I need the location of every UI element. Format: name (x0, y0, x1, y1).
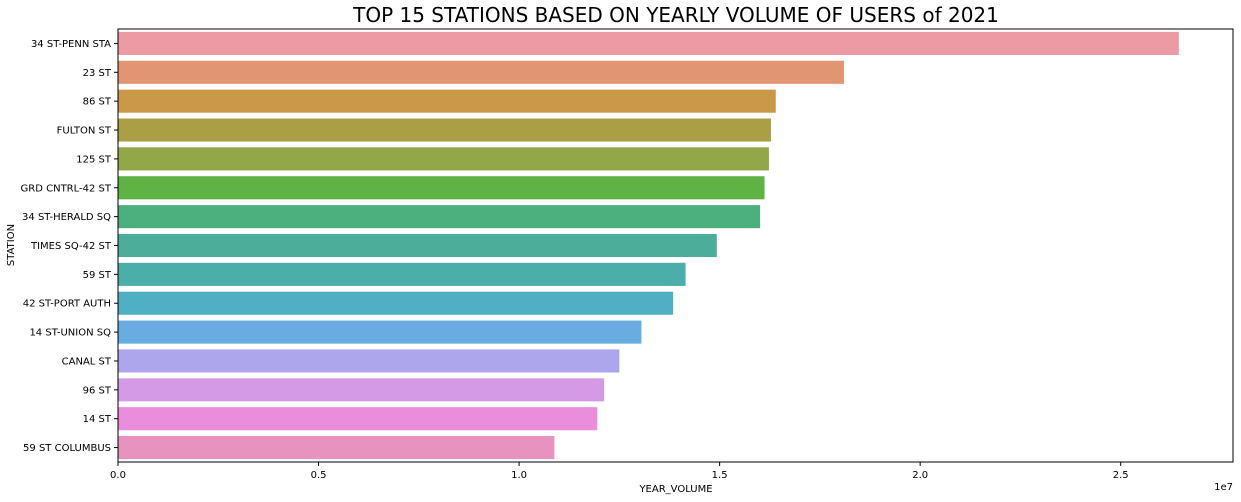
y-tick-label: 23 ST (83, 68, 112, 79)
bar-96-st (118, 378, 605, 402)
x-tick-label: 2.0 (912, 470, 928, 481)
y-tick-label: 34 ST-HERALD SQ (22, 212, 111, 223)
x-tick-label: 1.5 (712, 470, 728, 481)
bar-86-st (118, 89, 776, 113)
y-tick-label: 34 ST-PENN STA (31, 39, 111, 50)
bar-14-st-union-sq (118, 320, 642, 344)
x-tick-label: 0.5 (311, 470, 327, 481)
y-tick-label: FULTON ST (57, 126, 112, 137)
y-tick-label: GRD CNTRL-42 ST (21, 183, 112, 194)
x-offset-text: 1e7 (1214, 482, 1233, 493)
bar-34-st-penn-sta (118, 31, 1179, 55)
bar-59-st (118, 262, 686, 286)
chart-title: TOP 15 STATIONS BASED ON YEARLY VOLUME O… (352, 3, 999, 27)
y-tick-label: 14 ST-UNION SQ (29, 328, 111, 339)
y-tick-label: 42 ST-PORT AUTH (23, 299, 111, 310)
bars-group (118, 31, 1179, 460)
bar-59-st-columbus (118, 436, 555, 460)
y-tick-label: 86 ST (83, 97, 112, 108)
y-tick-label: 14 ST (83, 414, 112, 425)
y-tick-label: 125 ST (76, 154, 112, 165)
x-tick-labels: 0.0 0.5 1.0 1.5 2.0 2.5 (110, 462, 1129, 481)
y-tick-label: CANAL ST (62, 356, 112, 367)
bar-125-st (118, 147, 769, 171)
bar-grd-cntrl-42-st (118, 176, 765, 200)
bar-canal-st (118, 349, 620, 373)
plot-frame (117, 28, 1234, 463)
y-tick-label: 59 ST COLUMBUS (23, 443, 111, 454)
bar-14-st (118, 407, 598, 431)
bar-42-st-port-auth (118, 291, 674, 315)
y-tick-label: TIMES SQ-42 ST (30, 241, 112, 252)
x-axis-label: YEAR_VOLUME (638, 484, 712, 495)
bar-times-sq-42-st (118, 233, 717, 258)
x-tick-label: 2.5 (1113, 470, 1129, 481)
x-tick-label: 1.0 (511, 470, 527, 481)
y-tick-label: 59 ST (83, 270, 112, 281)
y-tick-label: 96 ST (83, 385, 112, 396)
y-axis-label: STATION (6, 224, 17, 266)
bar-34-st-herald-sq (118, 205, 761, 229)
x-tick-label: 0.0 (110, 470, 126, 481)
bar-fulton-st (118, 118, 771, 142)
bar-23-st (118, 60, 844, 84)
y-tick-labels: 34 ST-PENN STA 23 ST 86 ST FULTON ST 125 ST G… (21, 39, 118, 454)
